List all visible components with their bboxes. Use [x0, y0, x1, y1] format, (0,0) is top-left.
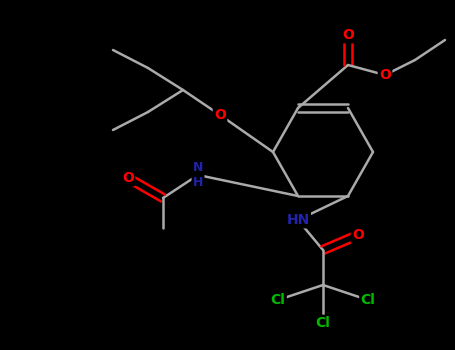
Text: N
H: N H [193, 161, 203, 189]
Text: O: O [122, 171, 134, 185]
Text: Cl: Cl [271, 293, 285, 307]
Text: O: O [379, 68, 391, 82]
Text: Cl: Cl [360, 293, 375, 307]
Text: HN: HN [286, 213, 309, 227]
Text: O: O [214, 108, 226, 122]
Text: O: O [352, 228, 364, 242]
Text: Cl: Cl [316, 316, 330, 330]
Text: O: O [342, 28, 354, 42]
